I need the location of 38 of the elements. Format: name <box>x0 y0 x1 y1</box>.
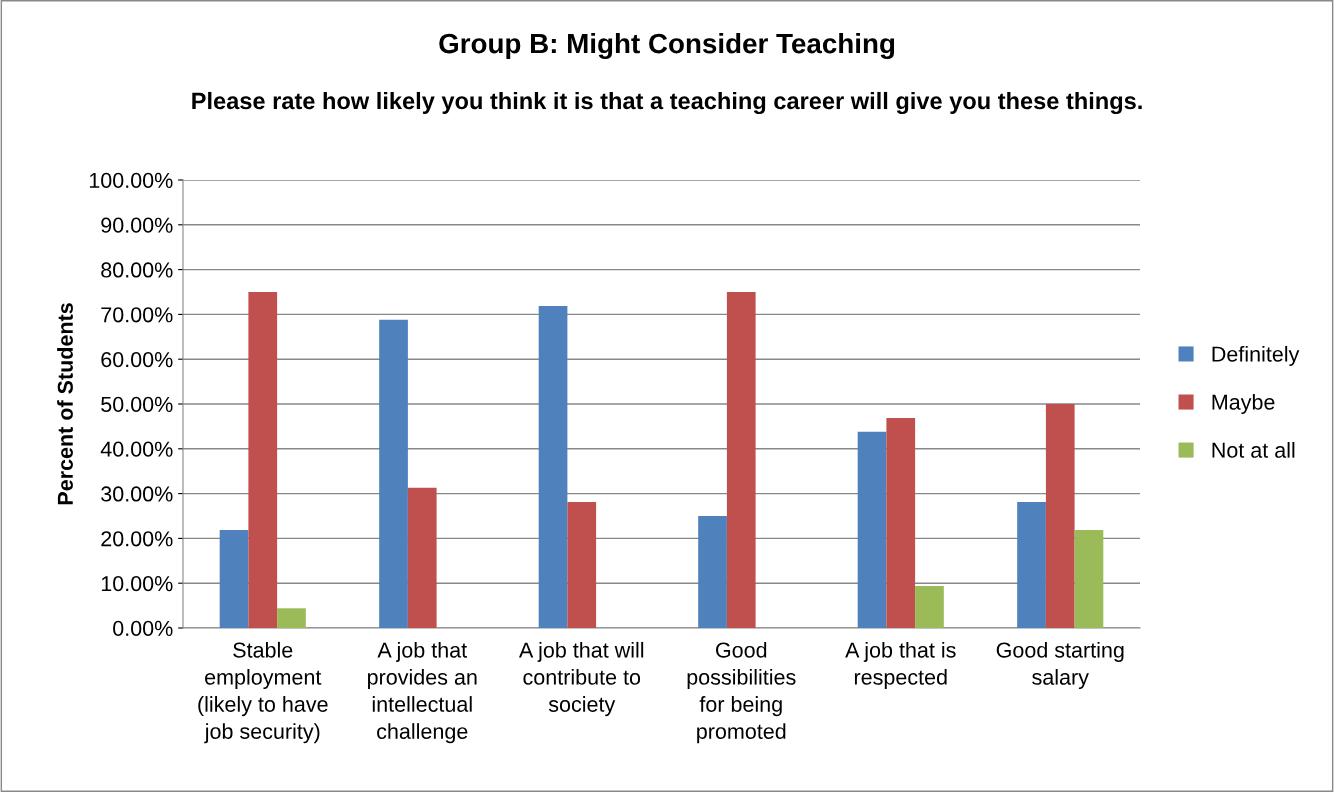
legend-label: Not at all <box>1212 442 1295 458</box>
bar <box>915 585 944 628</box>
y-tick-label: 100.00% <box>89 172 173 189</box>
y-tick-label: 0.00% <box>113 620 173 637</box>
chart-subtitle: Please rate how likely you think it is that a teaching career will give you these things. <box>192 91 1142 115</box>
bar <box>538 305 568 628</box>
y-tick-label: 60.00% <box>101 351 173 368</box>
x-tick-label: A job that provides an intellectual challenge <box>367 641 477 744</box>
x-tick-label: Good starting salary <box>996 641 1124 690</box>
y-tick-label: 10.00% <box>101 575 173 592</box>
x-tick-label: Good possibilities for being promoted <box>687 641 796 744</box>
bar <box>698 516 727 628</box>
y-tick-label: 40.00% <box>100 441 173 457</box>
bar <box>857 431 887 628</box>
bar <box>407 487 437 628</box>
bar <box>567 502 597 628</box>
bar <box>219 529 249 628</box>
bar <box>1017 502 1046 628</box>
bar <box>726 292 756 628</box>
bar <box>277 608 306 628</box>
chart-title: Group B: Might Consider Teaching <box>439 32 895 60</box>
bar <box>248 292 278 628</box>
bar <box>886 417 916 628</box>
x-tick-label: A job that will contribute to society <box>518 641 644 717</box>
bar <box>1045 404 1075 628</box>
y-tick-label: 30.00% <box>101 486 173 502</box>
legend-label: Maybe <box>1212 393 1275 415</box>
y-tick-label: 50.00% <box>101 396 173 413</box>
bar <box>379 319 408 628</box>
y-tick-label: 70.00% <box>101 307 173 323</box>
bar <box>1074 529 1104 628</box>
y-tick-label: 20.00% <box>101 531 173 547</box>
legend-label: Definitely <box>1212 345 1300 366</box>
x-tick-label: A job that is respected <box>845 641 956 690</box>
y-tick-label: 80.00% <box>101 262 173 278</box>
y-axis-title: Percent of Students <box>57 303 73 505</box>
x-tick-label: Stable employment (likely to have job security) <box>198 641 328 744</box>
y-tick-label: 90.00% <box>101 217 173 233</box>
